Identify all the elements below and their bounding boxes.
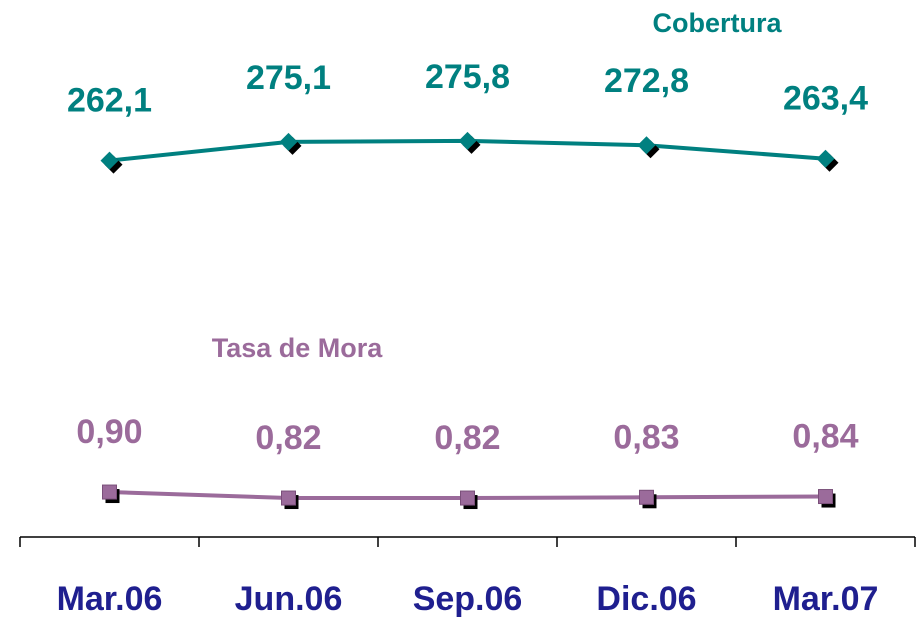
value-label: 262,1 [67,82,152,120]
marker-shape [460,490,475,506]
marker-shape [816,149,835,168]
marker [458,131,481,154]
marker [818,489,836,508]
x-tick-label: Sep.06 [413,580,523,618]
marker-shape [281,490,296,506]
x-tick-label: Jun.06 [235,580,343,618]
value-label: 0,84 [792,418,858,456]
marker [460,490,478,510]
marker [639,489,657,509]
x-tick-label: Mar.06 [57,580,163,618]
series-name: Cobertura [652,8,782,38]
value-label: 0,82 [255,419,321,457]
value-label: 263,4 [783,80,868,118]
x-tick-label: Mar.07 [773,580,879,618]
marker-shape [637,136,656,155]
marker-shape [639,489,654,505]
value-label: 275,8 [425,58,510,96]
series-name: Tasa de Mora [212,333,384,363]
marker [102,484,120,504]
marker-shape [102,484,117,500]
marker [637,136,660,159]
marker [281,490,299,510]
marker [100,151,123,174]
value-label: 275,1 [246,59,331,97]
marker [279,132,302,155]
marker [816,149,839,172]
x-tick-label: Dic.06 [596,580,696,618]
marker-shape [100,151,119,170]
marker-shape [279,132,298,151]
value-label: 0,83 [613,418,679,456]
value-label: 0,90 [76,413,142,451]
marker-shape [818,489,833,505]
value-label: 272,8 [604,62,689,100]
marker-shape [458,131,477,150]
value-label: 0,82 [434,419,500,457]
